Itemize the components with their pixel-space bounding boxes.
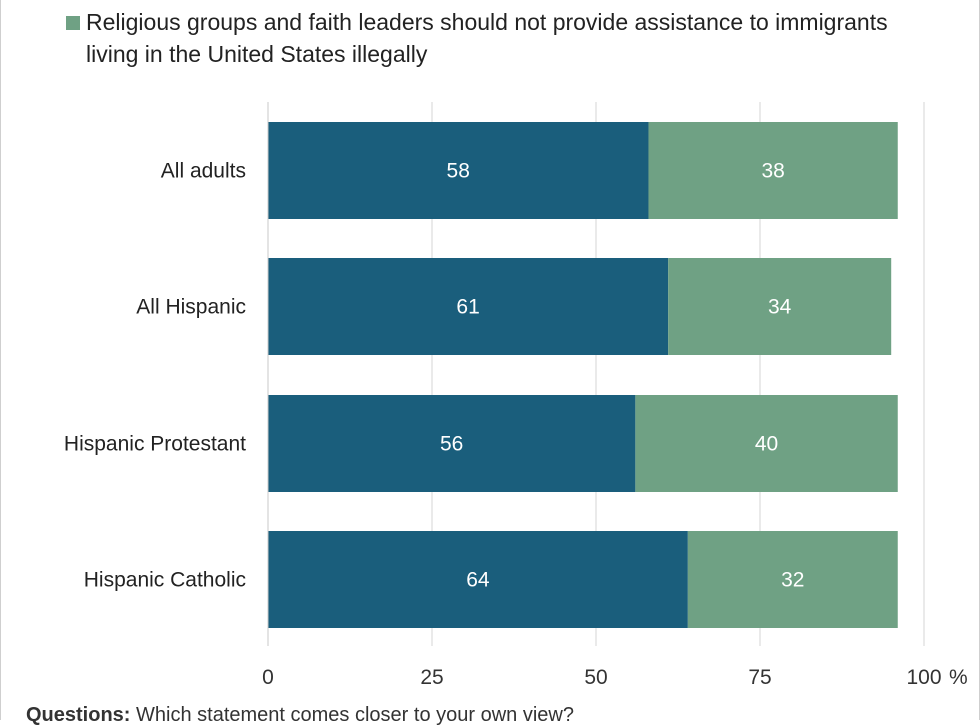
- footnote-text: Which statement comes closer to your own…: [136, 704, 574, 726]
- category-label-all-hispanic: All Hispanic: [136, 296, 246, 319]
- bar-all-adults-series-1: [268, 122, 649, 219]
- data-label-hispanic-protestant-series-1: 56: [440, 433, 463, 456]
- x-tick-label-0: 0: [262, 666, 274, 689]
- data-label-hispanic-catholic-series-1: 64: [466, 569, 490, 592]
- data-label-all-hispanic-series-2: 34: [768, 296, 792, 319]
- x-axis-unit-label: %: [949, 666, 968, 689]
- category-label-hispanic-protestant: Hispanic Protestant: [64, 433, 246, 456]
- bar-all-hispanic-series-2: [668, 258, 892, 355]
- legend-label-no-assistance: Religious groups and faith leaders shoul…: [86, 9, 888, 67]
- data-label-all-adults-series-2: 38: [761, 160, 784, 183]
- category-label-hispanic-catholic: Hispanic Catholic: [84, 569, 246, 592]
- bar-all-adults-series-2: [648, 122, 898, 219]
- chart-legend: Religious groups and faith leaders shoul…: [66, 6, 926, 70]
- x-tick-label-100: 100: [906, 666, 941, 689]
- bar-hispanic-catholic-series-2: [687, 531, 898, 628]
- data-label-hispanic-catholic-series-2: 32: [781, 569, 804, 592]
- bar-hispanic-protestant-series-1: [268, 395, 636, 492]
- data-label-all-hispanic-series-1: 61: [456, 296, 479, 319]
- bar-hispanic-catholic-series-1: [268, 531, 688, 628]
- bar-hispanic-protestant-series-2: [635, 395, 898, 492]
- category-label-all-adults: All adults: [161, 160, 246, 183]
- data-label-hispanic-protestant-series-2: 40: [755, 433, 778, 456]
- frame-border-left: [0, 0, 1, 720]
- x-tick-label-25: 25: [420, 666, 443, 689]
- bar-all-hispanic-series-1: [268, 258, 669, 355]
- x-tick-label-50: 50: [584, 666, 607, 689]
- x-tick-label-75: 75: [748, 666, 771, 689]
- legend-swatch-no-assistance: [66, 16, 80, 30]
- footnote-label: Questions:: [26, 704, 131, 726]
- footnote: Questions: Which statement comes closer …: [26, 704, 574, 727]
- data-label-all-adults-series-1: 58: [447, 160, 470, 183]
